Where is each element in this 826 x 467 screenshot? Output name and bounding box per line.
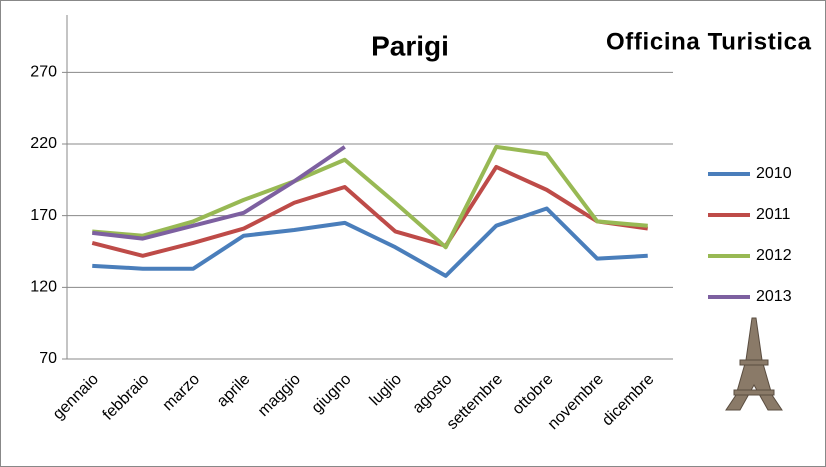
y-tick-label: 120: [30, 279, 57, 296]
logo: Officina Turistica: [606, 28, 812, 55]
series-line: [91, 164, 649, 258]
legend-label: 2012: [756, 247, 792, 264]
series-line: [92, 206, 648, 278]
series-line: [92, 144, 648, 250]
y-tick-label: 220: [30, 135, 57, 152]
legend-label: 2013: [756, 288, 792, 305]
legend-label: 2011: [756, 206, 791, 223]
eiffel-tower: [725, 317, 783, 411]
series-line: [92, 145, 346, 241]
legend-label: 2010: [756, 165, 792, 182]
y-tick-label: 170: [30, 207, 57, 224]
chart-title: Parigi: [371, 30, 449, 61]
y-tick-label: 270: [30, 64, 57, 81]
y-tick-label: 70: [39, 350, 57, 367]
